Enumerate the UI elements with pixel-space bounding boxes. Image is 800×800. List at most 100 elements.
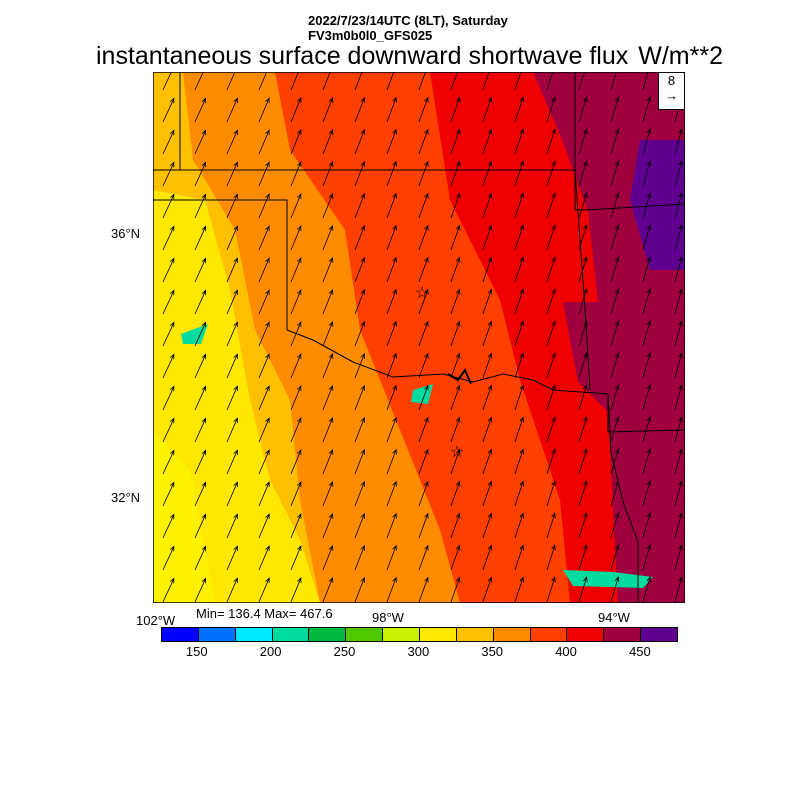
wind-arrow (610, 544, 620, 571)
wind-arrow (418, 576, 429, 603)
wind-arrow (674, 511, 683, 539)
wind-arrow (354, 160, 365, 187)
wind-arrow (386, 256, 397, 283)
wind-arrow (194, 257, 207, 283)
wind-arrow (290, 513, 302, 539)
wind-arrow (610, 384, 620, 411)
wind-arrow (674, 127, 683, 155)
wind-arrow (226, 225, 238, 251)
wind-arrow (290, 545, 302, 571)
wind-arrow (354, 448, 365, 475)
wind-arrow (674, 159, 683, 187)
wind-arrow (482, 384, 493, 411)
wind-arrow (290, 289, 302, 315)
wind-arrow (194, 545, 207, 571)
wind-arrow (642, 415, 652, 443)
wind-arrow (642, 255, 652, 283)
wind-arrow (482, 448, 493, 475)
wind-arrow (514, 288, 524, 315)
wind-arrow (386, 224, 397, 251)
wind-arrow (322, 128, 334, 155)
wind-arrow (354, 576, 365, 603)
wind-arrow (162, 193, 175, 219)
wind-arrow (546, 416, 556, 443)
colorbar-bin (235, 628, 273, 641)
wind-arrow (258, 577, 270, 603)
wind-arrow (642, 72, 649, 91)
wind-arrow (162, 225, 175, 251)
wind-arrow (226, 417, 238, 443)
wind-arrow (546, 480, 556, 507)
wind-arrow (290, 257, 302, 283)
colorbar-tick-label: 300 (407, 644, 430, 659)
wind-arrow (610, 192, 620, 219)
wind-arrow (226, 129, 238, 155)
wind-arrow (354, 224, 365, 251)
colorbar-tick-label: 450 (629, 644, 651, 659)
wind-arrow (642, 543, 652, 571)
colorbar-tick-label: 200 (259, 644, 282, 659)
wind-arrow (610, 224, 620, 251)
wind-arrow (546, 128, 556, 155)
wind-arrow (610, 96, 620, 123)
wind-arrow (546, 544, 556, 571)
wind-arrow (386, 384, 397, 411)
wind-arrow (546, 384, 556, 411)
wind-arrow (514, 480, 524, 507)
wind-arrow (514, 352, 524, 379)
wind-arrow (258, 97, 270, 123)
wind-arrow (514, 384, 524, 411)
wind-arrow (322, 320, 334, 347)
wind-arrow (610, 72, 617, 91)
wind-arrow (226, 321, 238, 347)
wind-arrow (258, 417, 270, 443)
colorbar-bin (272, 628, 310, 641)
lat-label-36n: 36°N (111, 226, 141, 241)
wind-arrow (258, 353, 270, 379)
wind-arrow (322, 384, 334, 411)
wind-arrow (450, 128, 461, 155)
wind-arrow (322, 576, 334, 603)
wind-arrow (418, 416, 429, 443)
colorbar-bin (604, 628, 642, 641)
wind-arrow (386, 576, 397, 603)
wind-arrow (162, 481, 175, 507)
wind-arrow (450, 352, 461, 379)
wind-arrow (514, 320, 524, 347)
wind-arrow (322, 224, 334, 251)
wind-arrow (386, 320, 397, 347)
wind-arrow (322, 160, 334, 187)
wind-arrow (290, 97, 302, 123)
wind-arrow (418, 224, 429, 251)
wind-arrow (450, 160, 461, 187)
wind-arrow (226, 545, 238, 571)
colorbar-bin (309, 628, 347, 641)
wind-arrow (162, 385, 175, 411)
wind-arrow (290, 225, 302, 251)
wind-arrow (610, 576, 620, 603)
vector-ref-value: 8 (667, 73, 676, 88)
colorbar-bin (198, 628, 236, 641)
wind-arrow (322, 192, 334, 219)
wind-arrow (674, 415, 683, 443)
wind-arrow (354, 512, 365, 539)
wind-arrow (226, 289, 238, 315)
wind-arrow (418, 192, 429, 219)
wind-arrow (674, 543, 683, 571)
wind-arrow (514, 448, 524, 475)
wind-arrow (482, 576, 493, 603)
wind-arrow (290, 353, 302, 379)
wind-arrow (162, 257, 175, 283)
wind-arrow (226, 577, 238, 603)
wind-arrow (642, 351, 652, 379)
wind-arrow (642, 191, 652, 219)
wind-arrow (354, 352, 365, 379)
wind-arrow (450, 512, 461, 539)
wind-arrow (386, 352, 397, 379)
wind-arrow (258, 225, 270, 251)
wind-arrow (610, 160, 620, 187)
wind-arrow (386, 192, 397, 219)
wind-arrow (482, 72, 490, 91)
colorbar-tick-label: 400 (555, 644, 577, 659)
